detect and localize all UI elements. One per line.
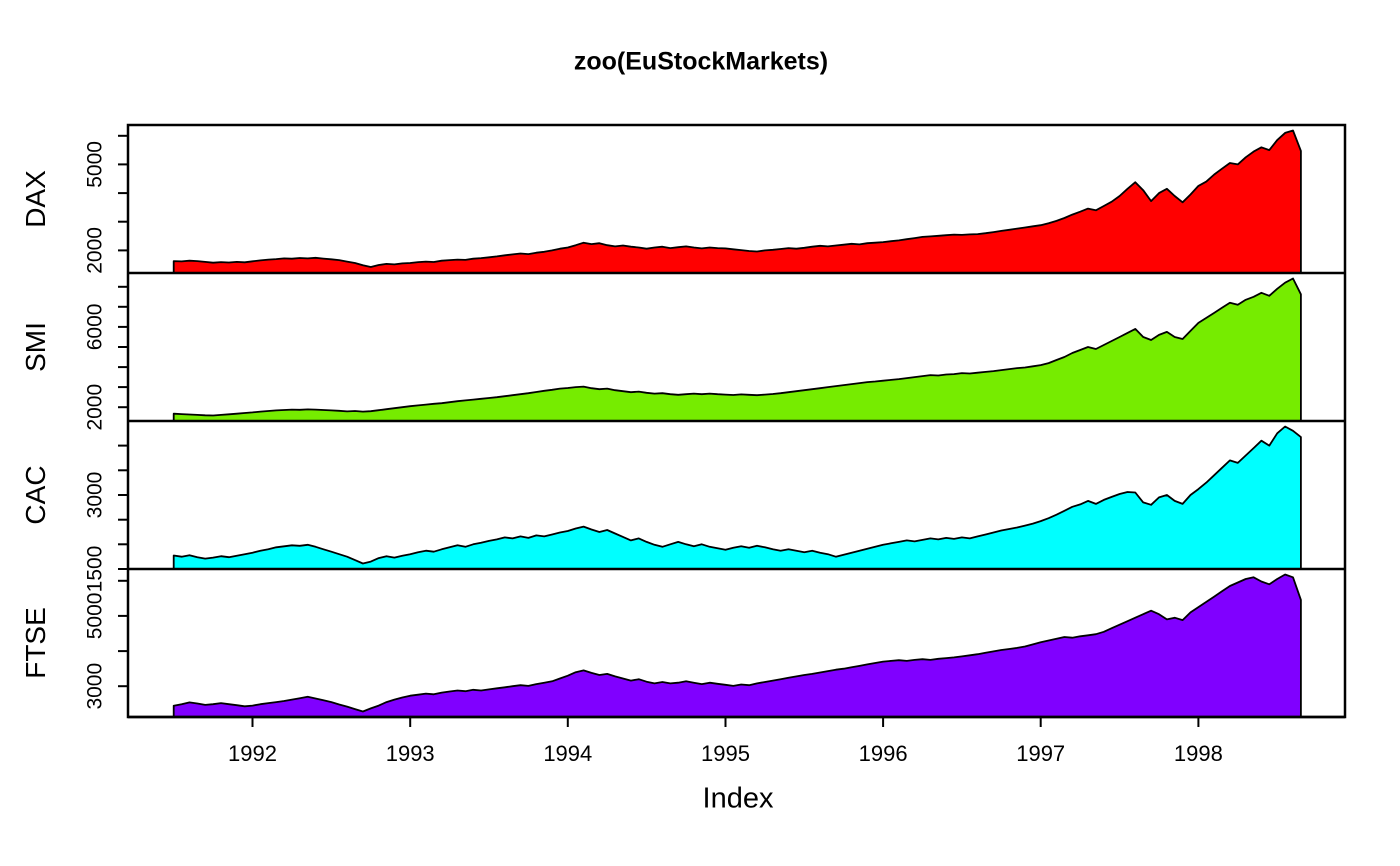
y-tick-label-cac-1500: 1500	[84, 546, 107, 593]
panel-label-ftse: FTSE	[20, 607, 51, 679]
y-tick-label-smi-6000: 6000	[84, 304, 107, 351]
y-tick-label-cac-3000: 3000	[84, 472, 107, 519]
area-series-dax	[172, 129, 1302, 274]
plot-border	[126, 123, 1347, 719]
x-tick-label-1992: 1992	[228, 741, 277, 766]
y-tick-label-dax-2000: 2000	[84, 227, 107, 274]
x-tick-label-1995: 1995	[701, 741, 750, 766]
x-axis-title: Index	[702, 782, 774, 815]
area-series-cac	[172, 425, 1302, 570]
x-tick-label-1998: 1998	[1174, 741, 1223, 766]
y-tick-label-ftse-3000: 3000	[84, 663, 107, 710]
y-tick-label-smi-2000: 2000	[84, 384, 107, 431]
panel-label-smi: SMI	[20, 322, 51, 372]
x-tick-label-1993: 1993	[386, 741, 435, 766]
y-tick-label-ftse-5000: 5000	[84, 593, 107, 640]
panel-label-dax: DAX	[20, 170, 51, 228]
y-tick-label-dax-5000: 5000	[84, 141, 107, 188]
panel-label-cac: CAC	[20, 465, 51, 525]
area-series-smi	[172, 277, 1302, 422]
area-series-ftse	[172, 573, 1302, 718]
x-tick-label-1997: 1997	[1016, 741, 1065, 766]
x-tick-label-1996: 1996	[859, 741, 908, 766]
chart-title: zoo(EuStockMarkets)	[573, 47, 829, 76]
x-tick-label-1994: 1994	[543, 741, 592, 766]
